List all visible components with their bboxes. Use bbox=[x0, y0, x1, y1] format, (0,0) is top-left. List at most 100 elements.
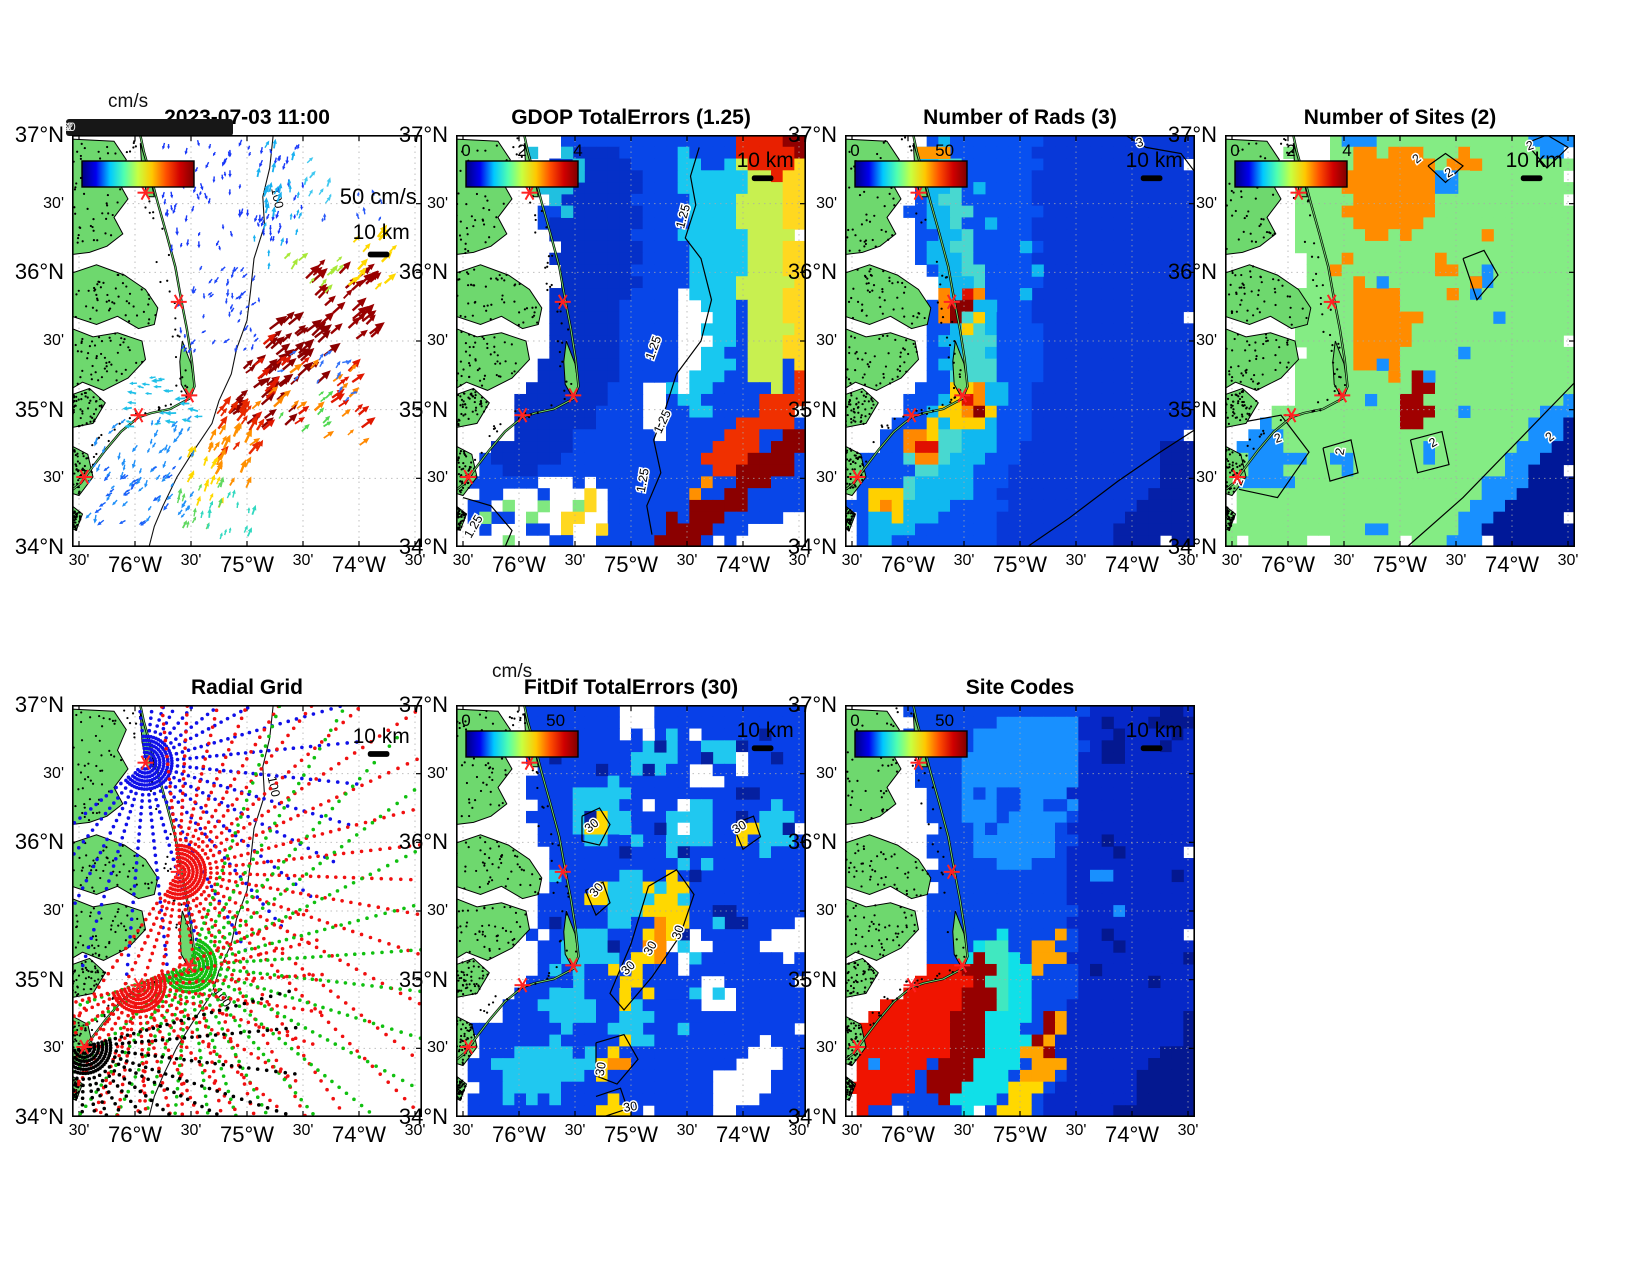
heat-cell bbox=[1458, 393, 1471, 407]
heat-cell bbox=[996, 252, 1009, 265]
heat-cell bbox=[1400, 264, 1413, 277]
land-speckle bbox=[89, 224, 92, 228]
heat-cell bbox=[1160, 405, 1173, 419]
current-vector-head bbox=[336, 360, 341, 366]
heat-cell bbox=[736, 182, 749, 195]
heat-cell bbox=[1516, 311, 1529, 324]
marsh-speckle bbox=[546, 265, 549, 268]
panel-number-of-sites: Number of Sites (2) 2 2 2 2 2 2 2 2 0 2 4 10 km 37°… bbox=[1168, 106, 1579, 577]
heat-cell bbox=[1411, 535, 1424, 547]
heat-cell bbox=[572, 452, 585, 466]
y-axis-tick-label: 30' bbox=[816, 332, 837, 349]
current-vector-head bbox=[207, 201, 211, 205]
heat-cell bbox=[1171, 182, 1184, 195]
heat-cell bbox=[1481, 417, 1494, 430]
heat-cell bbox=[1078, 170, 1091, 183]
heat-cell bbox=[950, 417, 963, 430]
heat-cell bbox=[938, 429, 951, 442]
current-vector-head bbox=[334, 323, 343, 331]
current-vector-head bbox=[216, 454, 222, 461]
current-vector-head bbox=[163, 505, 168, 511]
heat-cell bbox=[689, 182, 702, 195]
heat-cell bbox=[642, 299, 655, 313]
land-speckle bbox=[1249, 270, 1252, 273]
heat-cell bbox=[724, 323, 737, 336]
land-speckle bbox=[142, 310, 145, 313]
heat-cell bbox=[1435, 393, 1448, 407]
heat-cell bbox=[1551, 146, 1564, 160]
heat-cell bbox=[1376, 452, 1389, 466]
land-speckle bbox=[896, 368, 899, 371]
heat-cell bbox=[1078, 288, 1091, 301]
heat-cell bbox=[868, 523, 881, 536]
current-vector-head bbox=[228, 314, 231, 318]
heat-cell bbox=[1306, 264, 1319, 277]
radar-site-star bbox=[946, 294, 957, 310]
heat-cell bbox=[712, 252, 725, 265]
heat-cell bbox=[549, 393, 562, 407]
heat-cell bbox=[1171, 240, 1184, 254]
heat-cell bbox=[1125, 452, 1138, 466]
land-speckle bbox=[127, 320, 131, 323]
land-speckle bbox=[106, 152, 110, 155]
land-speckle bbox=[1271, 234, 1274, 237]
heat-cell bbox=[631, 441, 644, 454]
heat-cell bbox=[724, 511, 737, 524]
heat-cell bbox=[1493, 417, 1506, 430]
current-vector-head bbox=[247, 507, 251, 511]
heat-cell bbox=[1481, 276, 1494, 289]
y-axis-tick-label: 37°N bbox=[398, 122, 448, 147]
heat-cell bbox=[689, 511, 702, 524]
heat-cell bbox=[1470, 335, 1483, 348]
heat-cell bbox=[514, 452, 527, 466]
land-speckle bbox=[899, 355, 902, 358]
marsh-speckle bbox=[186, 386, 189, 389]
heat-cell bbox=[619, 323, 632, 336]
heat-cell bbox=[1031, 252, 1044, 265]
heat-cell bbox=[712, 405, 725, 419]
heat-cell bbox=[1055, 535, 1068, 547]
current-vector-head bbox=[112, 501, 116, 506]
heat-cell bbox=[1090, 276, 1103, 289]
heat-cell bbox=[642, 229, 655, 242]
heat-cell bbox=[1481, 346, 1494, 360]
heat-cell bbox=[1271, 476, 1284, 489]
land-speckle bbox=[473, 396, 477, 399]
heat-cell bbox=[1295, 499, 1308, 513]
land-speckle bbox=[82, 192, 86, 195]
current-vector-head bbox=[266, 419, 276, 428]
current-vector-head bbox=[336, 388, 345, 397]
heat-cell bbox=[1353, 335, 1366, 348]
marsh-speckle bbox=[92, 455, 96, 459]
heat-cell bbox=[1031, 499, 1044, 513]
heat-cell bbox=[1563, 358, 1575, 371]
heat-cell bbox=[1171, 464, 1184, 477]
land-speckle bbox=[148, 318, 151, 321]
current-vector-head bbox=[218, 247, 221, 251]
heat-cell bbox=[1540, 276, 1553, 289]
heat-cell bbox=[1248, 476, 1261, 489]
current-vector-head bbox=[200, 186, 204, 191]
land-speckle bbox=[476, 413, 479, 416]
land-speckle bbox=[907, 352, 910, 356]
heat-noise-cell bbox=[1481, 229, 1494, 242]
current-vector-head bbox=[196, 495, 201, 502]
land-speckle bbox=[896, 296, 899, 299]
current-vector-head bbox=[252, 278, 256, 282]
current-vector-head bbox=[268, 409, 277, 417]
heat-cell bbox=[677, 182, 690, 195]
heat-cell bbox=[584, 205, 597, 218]
heat-cell bbox=[1435, 429, 1448, 442]
current-vector-head bbox=[329, 342, 341, 354]
land-speckle bbox=[848, 351, 851, 355]
heat-cell bbox=[856, 523, 869, 536]
heat-cell bbox=[856, 535, 869, 547]
heat-cell bbox=[1446, 452, 1459, 466]
land-speckle bbox=[884, 365, 888, 368]
heat-cell bbox=[1125, 511, 1138, 524]
land-speckle bbox=[505, 273, 508, 276]
heat-cell bbox=[1090, 323, 1103, 336]
land-speckle bbox=[107, 299, 111, 302]
current-vector-head bbox=[294, 363, 303, 371]
panel-current-vectors: 2023-07-03 11:00 cm/s 0 2 4 6 8 10 12 14… bbox=[15, 91, 426, 577]
